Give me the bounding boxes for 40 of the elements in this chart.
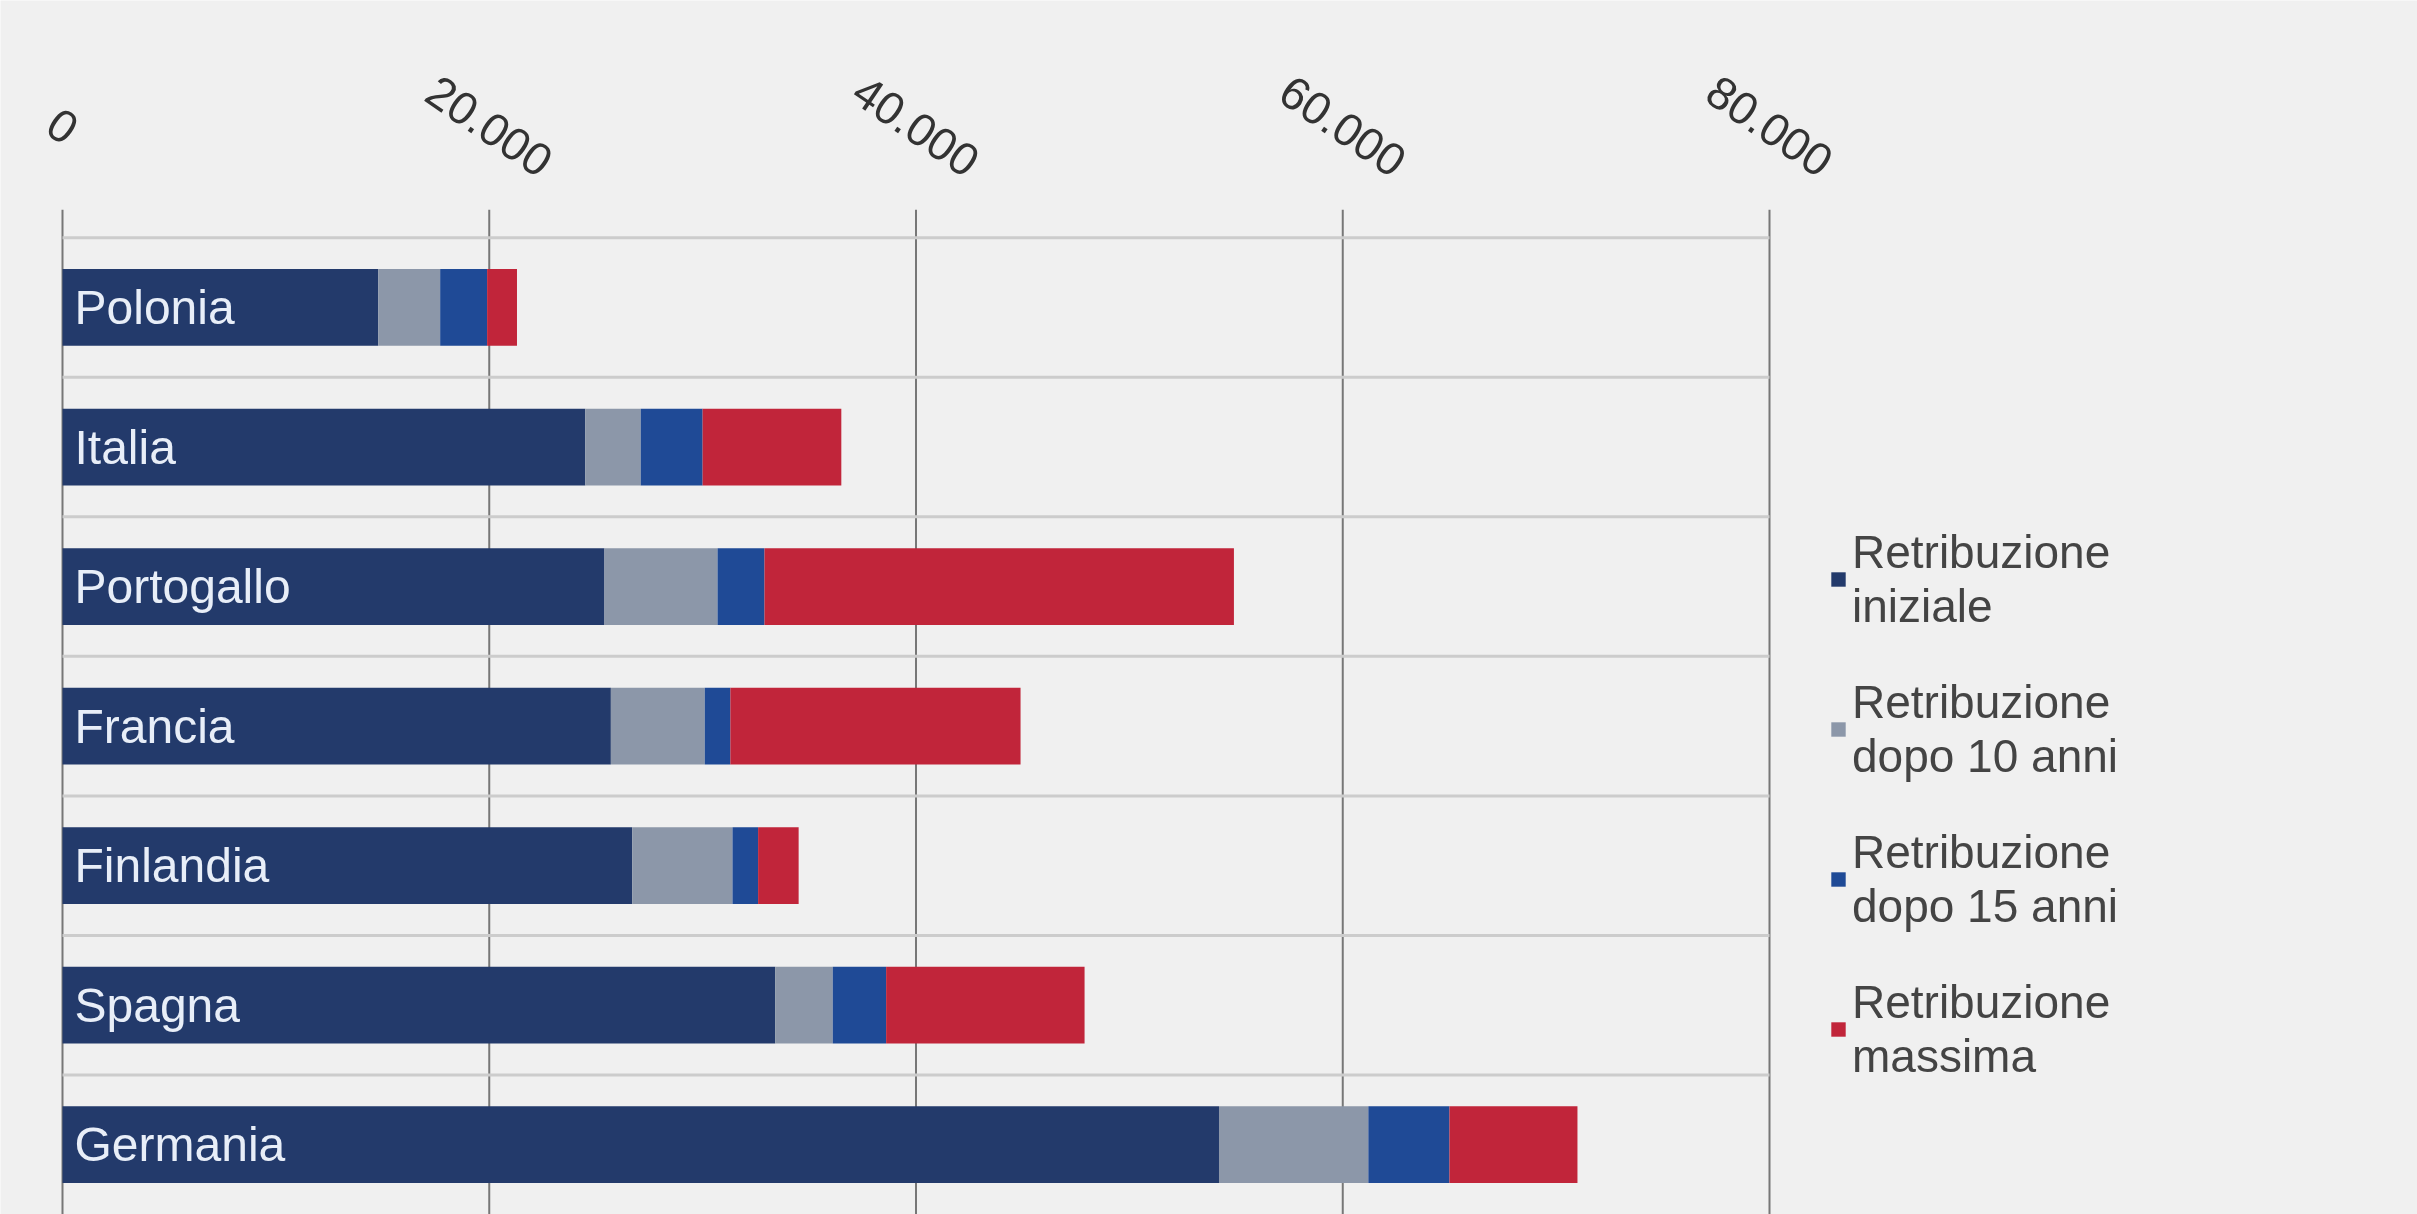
bar [378, 269, 441, 346]
x-tick-label: 0 [37, 97, 88, 155]
y-tick-label: Italia [74, 420, 177, 474]
bar [62, 269, 379, 346]
legend-label: Retribuzione iniziale [1852, 525, 2111, 634]
y-tick-label: Portogallo [74, 560, 291, 614]
bar [1449, 1106, 1578, 1184]
bar [62, 1106, 1219, 1184]
legend-label: Retribuzione massima [1852, 975, 2111, 1084]
bar [604, 548, 718, 625]
bar [62, 548, 605, 625]
legend-label: Retribuzione dopo 10 anni [1852, 675, 2119, 784]
bar [487, 269, 517, 346]
bar [62, 966, 776, 1044]
bar [1368, 1106, 1450, 1184]
bar [62, 827, 633, 905]
y-tick-label: Finlandia [74, 839, 270, 893]
y-tick-label: Francia [74, 699, 235, 753]
bar [758, 827, 799, 905]
y-tick-label: Polonia [74, 280, 235, 334]
bar [585, 408, 641, 486]
legend-label: Retribuzione dopo 15 anni [1852, 825, 2119, 934]
bar [62, 408, 586, 486]
bar [704, 687, 731, 765]
bar [717, 548, 765, 625]
bar [610, 687, 705, 765]
bar [440, 269, 488, 346]
bar [1218, 1106, 1369, 1184]
bar [732, 827, 759, 905]
y-tick-label: Spagna [74, 978, 241, 1032]
y-tick-label: Germania [74, 1118, 286, 1172]
bar [764, 548, 1234, 625]
bar [640, 408, 703, 486]
bar [632, 827, 733, 905]
bar [832, 966, 887, 1044]
bar [730, 687, 1021, 765]
bar [62, 687, 611, 765]
bar [702, 408, 842, 486]
bar [775, 966, 833, 1044]
bar [886, 966, 1085, 1044]
